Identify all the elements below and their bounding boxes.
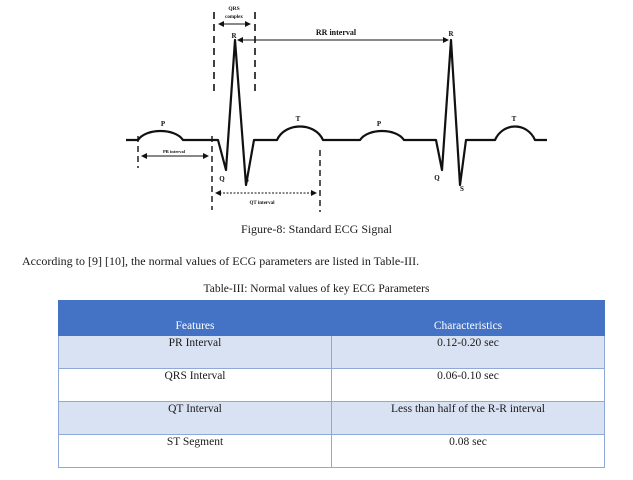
table-row: ST Segment 0.08 sec [58,434,605,468]
table-title: Table-III: Normal values of key ECG Para… [203,283,430,295]
pr-interval-label: PR interval [163,149,186,154]
table-header-row: Features Characteristics [58,300,605,336]
characteristic-cell: 0.12-0.20 sec [331,335,605,369]
ecg-parameters-table: Features Characteristics PR Interval 0.1… [58,300,605,468]
t-wave-label-2: T [512,115,517,123]
rr-interval-label: RR interval [316,28,357,37]
table-row: QRS Interval 0.06-0.10 sec [58,368,605,402]
figure-caption: Figure-8: Standard ECG Signal [241,222,392,236]
s-wave-label-1: S [245,176,249,184]
header-features: Features [58,300,332,336]
header-characteristics: Characteristics [331,300,605,336]
t-wave-label-1: T [296,115,301,123]
p-wave-label-1: P [161,120,166,128]
ecg-waveform [126,38,547,187]
r-wave-label-1: R [231,32,237,40]
qt-interval-label: QT interval [249,201,275,206]
feature-cell: PR Interval [58,335,332,369]
characteristic-cell: 0.06-0.10 sec [331,368,605,402]
characteristic-cell: Less than half of the R-R interval [331,401,605,435]
r-wave-label-2: R [448,30,454,38]
feature-cell: QRS Interval [58,368,332,402]
table-row: QT Interval Less than half of the R-R in… [58,401,605,435]
qrs-complex-label-top: QRS [228,6,239,12]
ecg-signal-figure: QRS complex RR interval PR interval QT i… [126,6,547,212]
qrs-complex-label-bottom: complex [225,15,243,20]
q-wave-label-1: Q [219,175,225,183]
table-row: PR Interval 0.12-0.20 sec [58,335,605,369]
q-wave-label-2: Q [434,174,440,182]
s-wave-label-2: S [460,185,464,193]
p-wave-label-2: P [377,120,382,128]
body-paragraph: According to [9] [10], the normal values… [22,254,420,268]
characteristic-cell: 0.08 sec [331,434,605,468]
feature-cell: ST Segment [58,434,332,468]
feature-cell: QT Interval [58,401,332,435]
